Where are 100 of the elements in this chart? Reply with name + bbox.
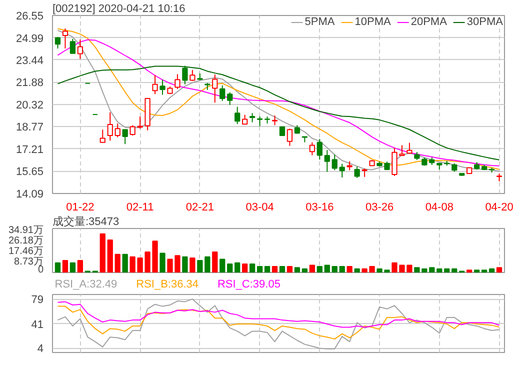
candlestick <box>220 84 226 102</box>
chart-title: [002192] 2020-04-21 10:16 <box>52 3 186 15</box>
y-tick-label: 0 <box>38 264 44 276</box>
y-tick-label: 26.55 <box>16 10 44 22</box>
y-tick-label: 14.09 <box>16 188 44 200</box>
y-tick-label: 20.32 <box>16 100 44 112</box>
bar <box>496 267 502 272</box>
candlestick <box>70 38 76 54</box>
bar <box>70 262 76 272</box>
bar <box>272 266 278 272</box>
bar <box>107 239 113 272</box>
candlestick <box>256 116 263 127</box>
bar <box>264 266 270 272</box>
bar <box>197 260 203 272</box>
bar <box>242 264 248 272</box>
y-tick-label: 34.91万 <box>8 224 44 236</box>
bar <box>160 252 166 272</box>
x-tick-label: 03-26 <box>365 202 394 214</box>
candlestick <box>114 123 120 138</box>
candlestick <box>339 163 345 178</box>
y-tick-label: 41 <box>31 318 44 331</box>
bar <box>62 260 68 272</box>
candlestick <box>286 128 293 146</box>
series-label: RSI_C:39.05 <box>217 278 280 290</box>
y-tick-label: 23.44 <box>16 54 44 67</box>
candlestick <box>182 65 188 85</box>
candlestick <box>309 142 315 156</box>
y-tick-label: 17.21 <box>16 144 44 156</box>
text: RSI_A:32.49 <box>54 278 118 290</box>
bar <box>204 256 210 272</box>
candlestick <box>212 74 218 104</box>
line-series <box>57 298 500 350</box>
line-series <box>57 66 500 160</box>
bar <box>77 260 84 272</box>
candlestick <box>227 92 233 106</box>
bar <box>354 268 360 272</box>
candlestick <box>54 36 61 49</box>
bar <box>332 266 338 272</box>
bar <box>220 258 226 272</box>
candlestick <box>316 138 322 160</box>
legend-label: 20PMA <box>410 16 447 28</box>
bar <box>452 268 458 272</box>
y-tick-label: 26.18万 <box>8 235 44 246</box>
bar <box>190 258 196 272</box>
x-tick-label: 03-16 <box>306 202 334 214</box>
x-tick-label: 04-20 <box>485 202 514 214</box>
candlestick <box>62 28 68 49</box>
bar <box>324 264 330 272</box>
bar <box>429 267 435 272</box>
y-tick-label: 21.88 <box>16 77 44 90</box>
bar <box>249 264 256 272</box>
candlestick <box>234 106 240 125</box>
candlestick <box>152 74 158 95</box>
bar <box>488 268 495 272</box>
bar <box>212 252 218 272</box>
candlestick <box>174 74 180 90</box>
line-series <box>57 306 500 340</box>
bar <box>294 267 300 272</box>
y-tick-label: 4 <box>37 343 44 356</box>
bar <box>100 233 106 272</box>
candlestick <box>107 112 113 142</box>
candlestick <box>272 115 278 126</box>
bar <box>309 264 315 272</box>
bar <box>122 254 128 272</box>
y-tick-label: 18.77 <box>16 122 44 134</box>
bar <box>316 266 322 272</box>
bar <box>234 262 240 272</box>
bar <box>346 266 352 272</box>
y-tick-label: 79 <box>31 294 44 306</box>
bar <box>114 254 120 272</box>
legend-label: 10PMA <box>354 16 391 28</box>
candlestick <box>324 150 330 172</box>
x-tick-label: 01-22 <box>66 202 94 214</box>
candlestick <box>100 129 106 143</box>
bar <box>339 266 345 272</box>
chart-title: 成交量:35473 <box>52 215 120 228</box>
candlestick <box>332 154 338 171</box>
bar <box>256 266 263 272</box>
bar <box>436 268 442 272</box>
candlestick <box>122 129 128 145</box>
candlestick <box>242 114 248 125</box>
bar <box>302 268 308 272</box>
x-tick-label: 02-21 <box>186 202 214 214</box>
candlestick <box>406 142 412 154</box>
bar <box>182 256 188 272</box>
y-tick-label: 8.73万 <box>14 256 44 268</box>
candlestick <box>249 112 256 123</box>
bar <box>466 270 472 272</box>
bar <box>444 268 450 272</box>
y-tick-label: 15.65 <box>16 166 44 178</box>
bar <box>227 264 233 272</box>
legend-label: 5PMA <box>304 16 335 28</box>
candlestick <box>354 166 360 178</box>
bar <box>481 270 488 272</box>
bar <box>279 266 286 272</box>
candlestick <box>160 79 166 96</box>
candlestick <box>190 69 196 82</box>
legend-label: 30PMA <box>466 16 503 28</box>
x-tick-label: 02-11 <box>126 202 154 214</box>
bar <box>474 270 480 272</box>
